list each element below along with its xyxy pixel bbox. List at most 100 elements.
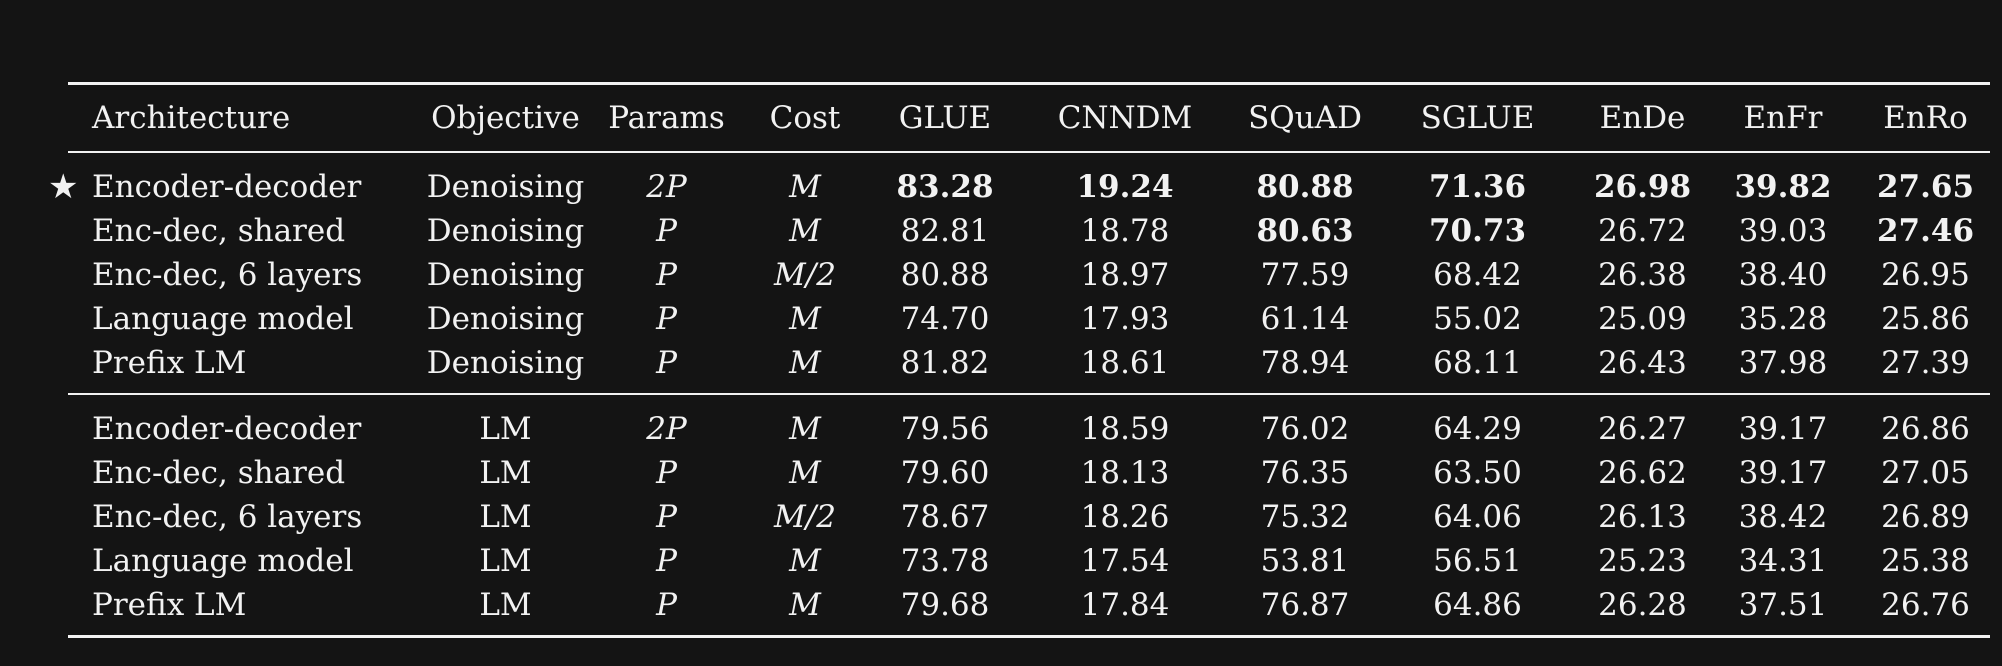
cell-sglue-value: 71.36 [1428,169,1527,205]
cell-cost: M [735,209,875,253]
cell-obj: LM [413,539,598,583]
cell-cnndm-value: 19.24 [1076,169,1174,205]
cell-params-value: P [656,543,677,579]
table-row: ★ Encoder-decoder Denoising 2P M 83.28 19.24 80… [48,165,1990,209]
cell-arch-value: Prefix LM [92,587,247,623]
table-row: Prefix LM Denoising P M 81.82 18.61 78.94 68.11… [68,341,1990,385]
header-cost: Cost [769,100,841,136]
cell-glue-value: 81.82 [900,345,990,381]
cell-glue-value: 73.78 [900,543,990,579]
cell-cost-value: M [789,345,821,381]
cell-glue-value: 82.81 [900,213,990,249]
results-table-header: Architecture Objective Params Cost GLUE … [68,85,1990,151]
cell-sglue-value: 63.50 [1433,455,1522,491]
table-row: Prefix LM LM P M 79.68 17.84 76.87 64.86 26.28 37… [68,583,1990,627]
cell-cnndm-value: 18.78 [1080,213,1170,249]
cell-enro-value: 27.65 [1876,169,1975,205]
cell-params-value: P [656,345,677,381]
cell-squad: 76.02 [1235,407,1375,451]
cell-obj-value: Denoising [426,213,585,249]
cell-params: P [598,539,735,583]
cell-arch: Enc-dec, 6 layers [68,253,413,297]
cell-arch: Encoder-decoder [68,407,413,451]
cell-ende: 25.23 [1580,539,1705,583]
cell-squad-value: 76.35 [1260,455,1350,491]
cell-ende-value: 26.27 [1598,411,1687,447]
cell-sglue: 70.73 [1375,209,1580,253]
cell-sglue-value: 56.51 [1433,543,1522,579]
header-squad: SQuAD [1248,100,1362,136]
cell-glue: 78.67 [875,495,1015,539]
header-architecture: Architecture [92,100,291,136]
cell-squad-value: 80.88 [1256,169,1354,205]
cell-glue-value: 83.28 [896,169,994,205]
cell-enfr-value: 39.82 [1734,169,1832,205]
cell-cnndm-value: 17.93 [1080,301,1170,337]
cell-cost-value: M [789,169,821,205]
cell-glue: 79.56 [875,407,1015,451]
cell-enro: 27.05 [1861,451,1990,495]
cell-sglue: 63.50 [1375,451,1580,495]
cell-ende-value: 26.62 [1598,455,1687,491]
cell-enfr: 38.42 [1705,495,1861,539]
cell-enfr: 39.03 [1705,209,1861,253]
cell-sglue: 55.02 [1375,297,1580,341]
cell-sglue: 64.06 [1375,495,1580,539]
cell-params-value: P [656,257,677,293]
cell-squad: 77.59 [1235,253,1375,297]
cell-glue: 79.68 [875,583,1015,627]
cell-arch: Enc-dec, shared [68,209,413,253]
cell-enfr: 38.40 [1705,253,1861,297]
cell-squad: 53.81 [1235,539,1375,583]
cell-arch: ★ Encoder-decoder [48,165,413,209]
cell-cost: M [735,583,875,627]
cell-sglue: 64.29 [1375,407,1580,451]
block-separator-rule [68,393,1990,395]
table-row: Enc-dec, shared LM P M 79.60 18.13 76.35 63.50 2… [68,451,1990,495]
cell-sglue: 68.11 [1375,341,1580,385]
cell-params-value: P [656,587,677,623]
table-row: Language model Denoising P M 74.70 17.93 61.14… [68,297,1990,341]
cell-squad-value: 76.02 [1260,411,1350,447]
cell-params-value: P [656,301,677,337]
cell-squad: 76.87 [1235,583,1375,627]
cell-obj: Denoising [413,297,598,341]
cell-enfr: 35.28 [1705,297,1861,341]
cell-enfr-value: 39.17 [1738,411,1828,447]
cell-cost-value: M [789,455,821,491]
cell-obj: Denoising [413,341,598,385]
cell-ende-value: 26.98 [1593,169,1692,205]
cell-ende: 26.72 [1580,209,1705,253]
cell-obj-value: LM [479,543,532,579]
cell-cnndm: 18.61 [1015,341,1235,385]
cell-cost: M [735,341,875,385]
header-enro: EnRo [1883,100,1968,136]
cell-arch: Language model [68,539,413,583]
cell-enro: 25.86 [1861,297,1990,341]
cell-cost-value: M [789,213,821,249]
cell-enfr: 39.17 [1705,407,1861,451]
header-params: Params [608,100,725,136]
cell-params: P [598,583,735,627]
cell-enfr-value: 37.51 [1738,587,1828,623]
header-objective: Objective [431,100,580,136]
top-rule [68,82,1990,85]
cell-ende-value: 25.09 [1598,301,1687,337]
bottom-rule [68,635,1990,638]
cell-enro: 27.39 [1861,341,1990,385]
cell-cost-value: M [789,411,821,447]
results-block-lm: Encoder-decoder LM 2P M 79.56 18.59 76.02 64.29… [68,395,1990,627]
cell-arch: Prefix LM [68,341,413,385]
cell-arch: Enc-dec, shared [68,451,413,495]
cell-glue: 74.70 [875,297,1015,341]
cell-cnndm-value: 17.84 [1080,587,1170,623]
cell-params: P [598,297,735,341]
cell-obj: LM [413,451,598,495]
cell-squad-value: 78.94 [1260,345,1350,381]
table-row: Enc-dec, 6 layers LM P M/2 78.67 18.26 75.32 64… [68,495,1990,539]
cell-arch-value: Prefix LM [92,345,247,381]
cell-cost: M [735,407,875,451]
cell-sglue-value: 64.86 [1433,587,1522,623]
cell-params: P [598,209,735,253]
baseline-star-icon: ★ [48,167,79,207]
